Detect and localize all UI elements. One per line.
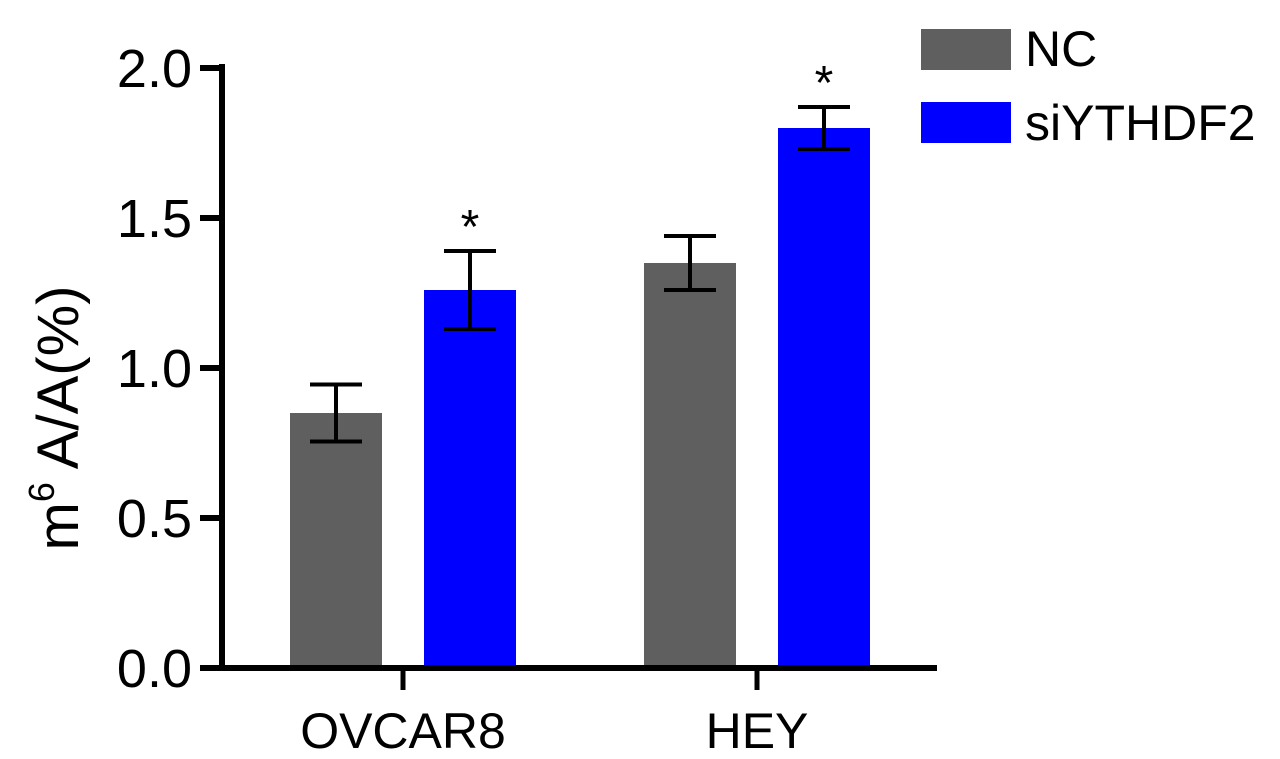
- bar-hey-siythdf2: [778, 128, 870, 668]
- significance-star: *: [815, 57, 834, 110]
- y-tick-label: 1.5: [117, 189, 192, 249]
- x-category-label-ovcar8: OVCAR8: [300, 703, 506, 759]
- y-tick-label: 1.0: [117, 339, 192, 399]
- significance-star: *: [461, 201, 480, 254]
- y-axis-ticks: 0.0 0.5 1.0 1.5 2.0: [117, 39, 222, 699]
- error-bars: [310, 105, 850, 444]
- y-tick-label: 0.0: [117, 639, 192, 699]
- bars: [290, 128, 870, 668]
- bar-ovcar8-siythdf2: [424, 290, 516, 668]
- x-category-label-hey: HEY: [706, 703, 809, 759]
- legend: NC siYTHDF2: [921, 21, 1256, 151]
- bar-hey-nc: [644, 263, 736, 668]
- x-axis-labels: OVCAR8 HEY: [300, 668, 808, 759]
- y-tick-label: 0.5: [117, 489, 192, 549]
- legend-swatch-nc: [921, 29, 1011, 70]
- y-axis-title: m6 A/A(%): [21, 286, 91, 551]
- legend-swatch-siythdf2: [921, 102, 1011, 143]
- legend-label-nc: NC: [1025, 21, 1097, 77]
- significance-marks: **: [461, 57, 834, 254]
- y-axis-title-superscript: 6: [21, 482, 62, 502]
- y-tick-label: 2.0: [117, 39, 192, 99]
- bar-ovcar8-nc: [290, 413, 382, 668]
- legend-label-siythdf2: siYTHDF2: [1025, 95, 1256, 151]
